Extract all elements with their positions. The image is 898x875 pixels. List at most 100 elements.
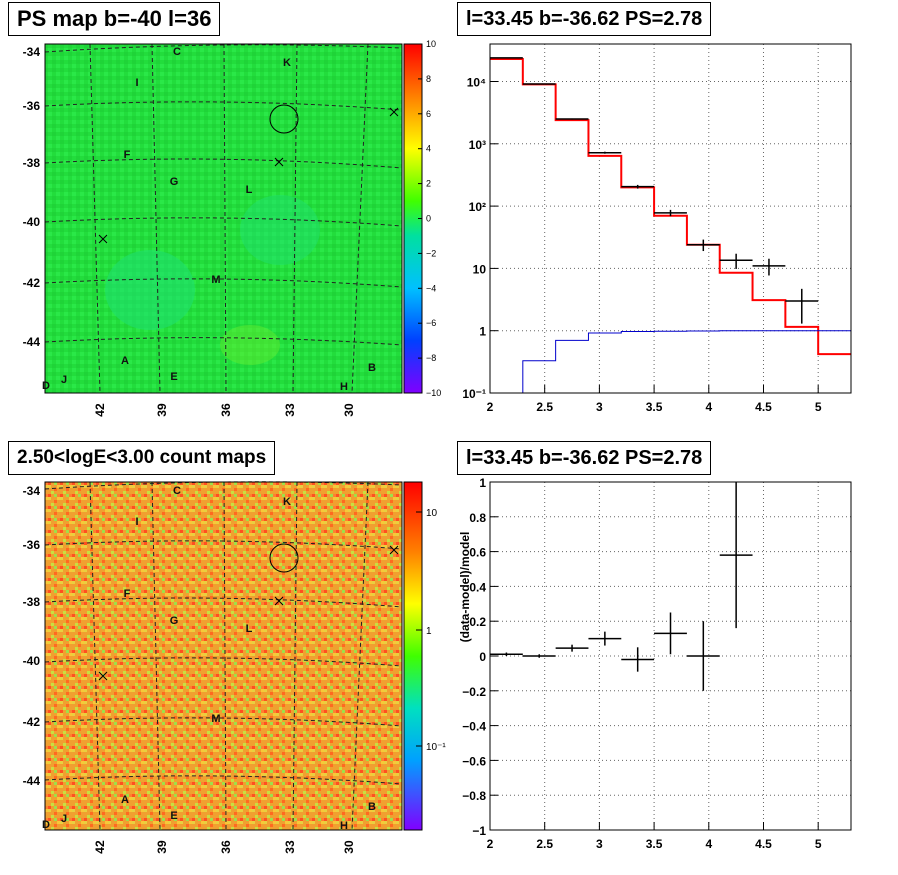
residual-y-tick-label: −0.6 — [462, 754, 486, 768]
residual-x-tick-label: 2.5 — [536, 837, 553, 851]
map-y-tick-label: -34 — [23, 45, 41, 59]
count-map-plot-area — [45, 482, 402, 830]
count-map-cross-markers — [98, 545, 399, 681]
spectrum-data-point — [555, 118, 589, 120]
colorbar-tick-label: 10⁻¹ — [426, 742, 446, 753]
map-region-label: I — [135, 516, 138, 528]
spectrum-series-line — [490, 330, 851, 394]
residual-y-axis-label: (data-model)/model — [458, 532, 472, 643]
map-region-label: B — [368, 801, 376, 813]
residual-panel: 2 2.5 3 3.5 4 4.5 5 1 0.8 0.6 0.4 0.2 0 −0.2 −0.4 −0.6 −… — [449, 437, 898, 875]
map-x-tick-label: 30 — [342, 840, 356, 854]
spectrum-data-point — [785, 288, 819, 324]
count-map-svg: -34 -36 -38 -40 -42 -44 42 39 36 33 30 C K I F G L M A E B D J… — [23, 481, 446, 854]
map-x-tick-label: 39 — [155, 840, 169, 854]
spectrum-x-tick-label: 5 — [815, 400, 822, 414]
residual-data-point — [490, 652, 523, 656]
ps-map-panel: -34 -36 -38 -40 -42 -44 42 39 36 33 30 C K I F G L M A E B D J… — [0, 0, 449, 437]
map-y-tick-label: -44 — [23, 335, 41, 349]
map-region-label: E — [170, 810, 177, 822]
colorbar-tick-label: −10 — [426, 388, 441, 398]
spectrum-data-point — [719, 253, 753, 269]
map-region-label: J — [61, 813, 67, 825]
residual-data-point — [621, 647, 655, 672]
map-region-label: G — [170, 615, 179, 627]
map-region-label: A — [121, 355, 129, 367]
map-region-label: G — [170, 176, 179, 188]
count-map-colorbar — [403, 481, 423, 831]
colorbar-tick-label: 10 — [426, 508, 438, 519]
map-region-label: H — [340, 381, 348, 393]
map-region-label: F — [124, 149, 131, 161]
spectrum-frame — [489, 43, 852, 394]
ps-map-grid — [44, 43, 403, 394]
map-region-label: D — [42, 380, 50, 392]
map-region-label: E — [170, 371, 177, 383]
spectrum-y-tick-label: 10 — [473, 262, 487, 276]
spectrum-x-tick-label: 2.5 — [536, 400, 553, 414]
ps-map-source-circle — [269, 104, 299, 134]
count-map-source-circle — [269, 543, 299, 573]
map-y-tick-label: -42 — [23, 276, 41, 290]
spectrum-y-tick-label: 10⁻¹ — [462, 387, 486, 401]
spectrum-data-point — [621, 184, 655, 189]
map-y-tick-label: -34 — [23, 484, 41, 498]
map-region-label: F — [124, 588, 131, 600]
map-region-label: B — [368, 362, 376, 374]
colorbar-tick-label: −6 — [426, 318, 436, 328]
spectrum-svg: 2 2.5 3 3.5 4 4.5 5 10⁻¹ 1 10 10² 10³ 10⁴ — [462, 43, 852, 414]
map-y-tick-label: -42 — [23, 715, 41, 729]
residual-x-tick-label: 5 — [815, 837, 822, 851]
residual-y-tick-label: 0.4 — [469, 580, 486, 594]
residual-y-tick-label: 0 — [479, 650, 486, 664]
spectrum-plot-area — [489, 43, 852, 394]
residual-y-tick-label: −0.4 — [462, 720, 486, 734]
colorbar-tick-label: 6 — [426, 109, 431, 119]
residual-frame — [489, 481, 852, 831]
spectrum-y-tick-label: 1 — [479, 325, 486, 339]
colorbar-tick-label: −8 — [426, 353, 436, 363]
residual-title: l=33.45 b=-36.62 PS=2.78 — [457, 441, 712, 475]
map-region-label: C — [173, 485, 181, 497]
residual-data-point — [719, 482, 753, 629]
map-y-tick-label: -36 — [23, 99, 41, 113]
spectrum-x-tick-label: 4.5 — [755, 400, 772, 414]
map-region-label: I — [135, 77, 138, 89]
residual-y-tick-label: −0.8 — [462, 789, 486, 803]
ps-map-cyan-patch — [105, 250, 195, 330]
map-region-label: C — [173, 46, 181, 58]
count-map-title: 2.50<logE<3.00 count maps — [8, 441, 276, 475]
map-y-tick-label: -40 — [23, 654, 41, 668]
spectrum-x-tick-label: 2 — [487, 400, 494, 414]
spectrum-data-point — [686, 239, 720, 252]
spectrum-x-tick-label: 3.5 — [646, 400, 663, 414]
spectrum-y-tick-label: 10² — [469, 200, 486, 214]
map-y-tick-label: -40 — [23, 215, 41, 229]
map-x-tick-label: 42 — [93, 840, 107, 854]
residual-svg: 2 2.5 3 3.5 4 4.5 5 1 0.8 0.6 0.4 0.2 0 −0.2 −0.4 −0.6 −… — [458, 476, 852, 851]
ps-map-title: PS map b=-40 l=36 — [8, 2, 221, 36]
map-region-label: H — [340, 820, 348, 832]
colorbar-tick-label: −4 — [426, 283, 436, 293]
spectrum-x-tick-label: 3 — [596, 400, 603, 414]
map-region-label: M — [211, 713, 220, 725]
map-x-tick-label: 30 — [342, 403, 356, 417]
spectrum-y-tick-label: 10⁴ — [467, 76, 486, 90]
residual-x-tick-label: 4 — [705, 837, 712, 851]
spectrum-data-point — [654, 209, 687, 217]
map-x-tick-label: 36 — [219, 403, 233, 417]
residual-y-tick-label: 0.6 — [469, 546, 486, 560]
map-region-label: K — [283, 57, 291, 69]
map-x-tick-label: 33 — [283, 403, 297, 417]
ps-map-cyan-patch — [240, 195, 320, 265]
map-region-label: L — [246, 184, 253, 196]
colorbar-tick-label: −2 — [426, 248, 436, 258]
residual-data-point — [588, 631, 622, 646]
residual-y-tick-label: −1 — [472, 824, 486, 838]
map-y-tick-label: -38 — [23, 156, 41, 170]
map-y-tick-label: -44 — [23, 774, 41, 788]
colorbar-tick-label: 8 — [426, 74, 431, 84]
map-region-label: K — [283, 496, 291, 508]
residual-data-point — [654, 612, 687, 655]
